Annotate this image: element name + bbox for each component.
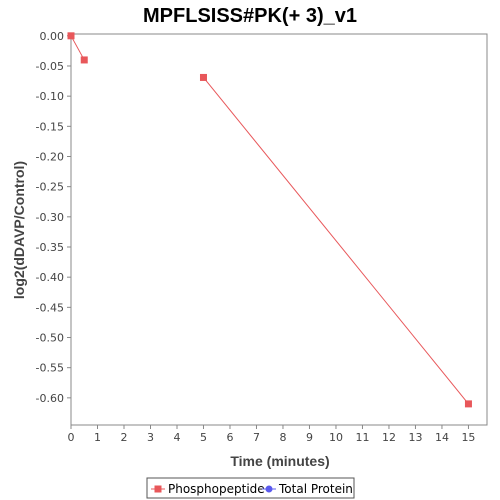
x-axis-title: Time (minutes) [230,453,329,469]
y-axis-title: log2(dDAVP/Control) [11,161,27,299]
y-tick-label: -0.25 [36,181,64,194]
x-tick-label: 10 [329,431,343,444]
x-tick-label: 9 [306,431,313,444]
x-tick-label: 5 [200,431,207,444]
data-point [67,32,75,40]
series-line [203,77,469,405]
y-tick-label: -0.50 [36,332,64,345]
y-tick-label: -0.10 [36,90,64,103]
legend-marker [265,485,273,493]
legend-marker [154,485,162,493]
data-point [464,400,472,408]
series-layer [67,32,472,408]
y-tick-label: -0.30 [36,211,64,224]
legend-label: Phosphopeptide [168,482,265,496]
y-tick-label: -0.55 [36,362,64,375]
x-tick-label: 13 [408,431,422,444]
x-tick-label: 12 [382,431,396,444]
x-tick-label: 15 [461,431,475,444]
legend-box [146,477,355,499]
x-tick-label: 4 [173,431,180,444]
legend-label: Total Protein [278,482,353,496]
x-tick-label: 0 [68,431,75,444]
y-tick-label: 0.00 [40,30,65,43]
y-tick-label: -0.05 [36,60,64,73]
x-tick-label: 1 [94,431,101,444]
chart-title: MPFLSISS#PK(+ 3)_v1 [143,5,357,27]
y-tick-label: -0.35 [36,241,64,254]
y-tick-label: -0.20 [36,150,64,163]
x-axis: 0 1 2 3 4 5 6 7 8 9 10 11 12 13 14 15 [68,425,475,444]
data-point [199,73,207,81]
legend: Phosphopeptide Total Protein [146,477,355,499]
x-tick-label: 6 [226,431,233,444]
x-tick-label: 14 [435,431,449,444]
data-point [80,56,88,64]
x-tick-label: 3 [147,431,154,444]
y-axis: 0.00 -0.05 -0.10 -0.15 -0.20 -0.25 -0.30 -0.35 -… [36,30,71,405]
series-line [70,35,85,61]
x-tick-label: 2 [120,431,127,444]
x-tick-label: 11 [355,431,369,444]
plot-area [70,33,488,426]
y-tick-label: -0.45 [36,301,64,314]
y-tick-label: -0.40 [36,271,64,284]
x-tick-label: 8 [279,431,286,444]
y-tick-label: -0.15 [36,120,64,133]
y-tick-label: -0.60 [36,392,64,405]
x-tick-label: 7 [253,431,260,444]
